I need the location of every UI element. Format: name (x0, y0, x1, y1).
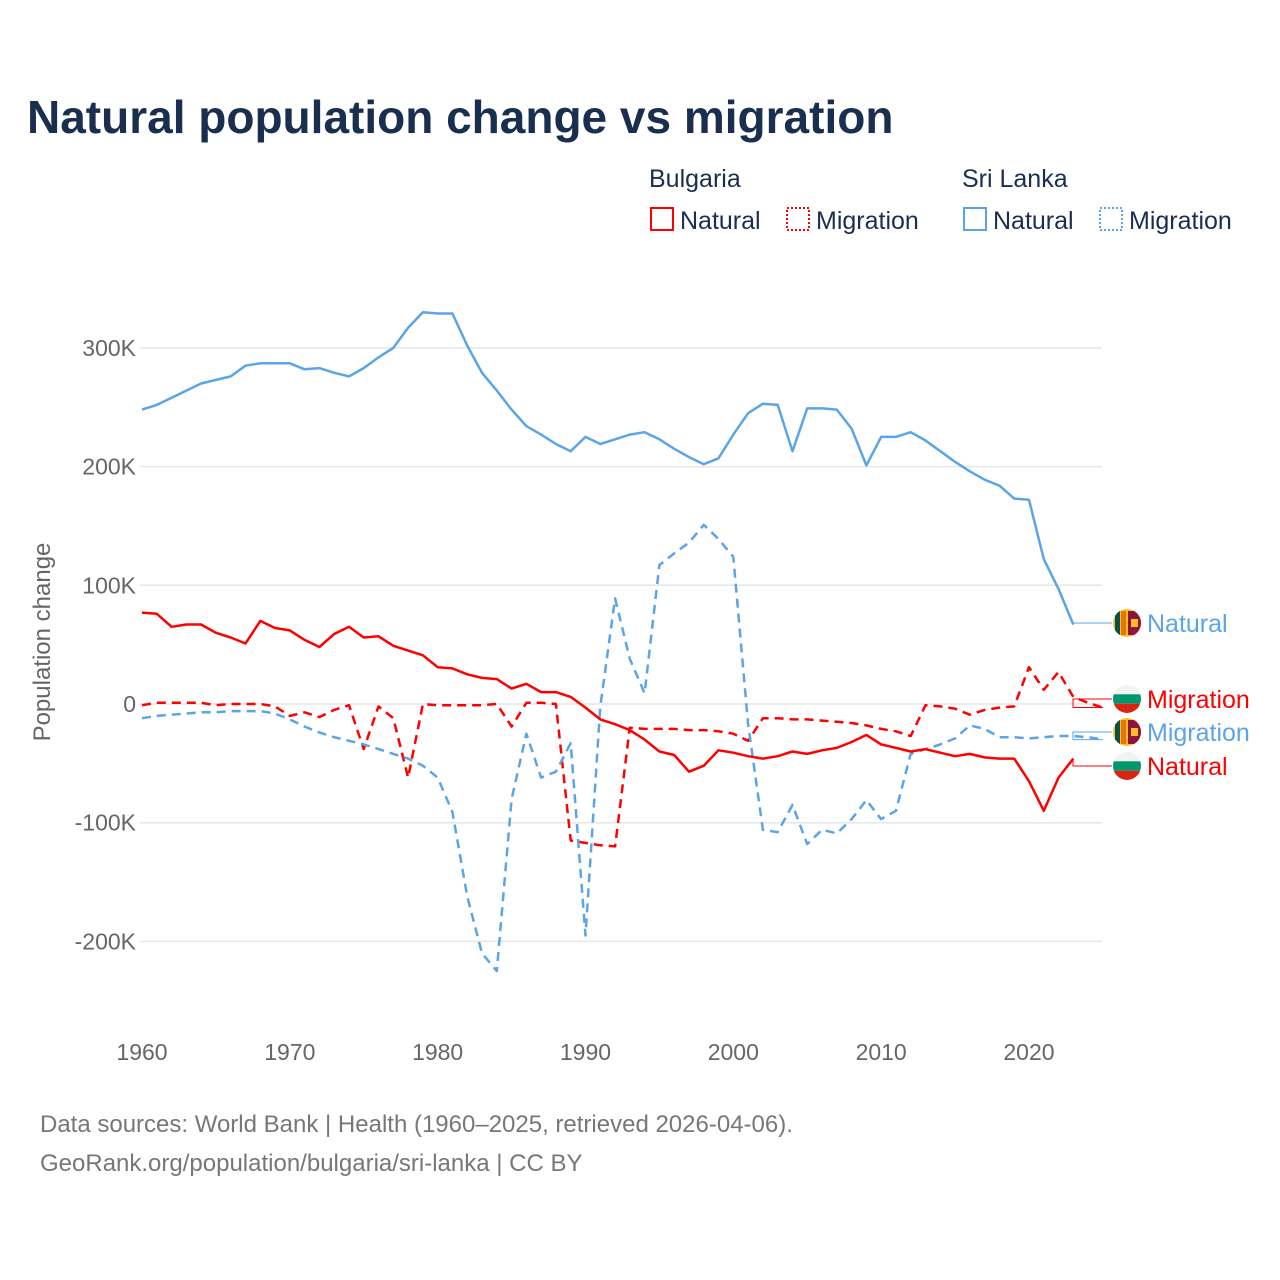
flag-stripe-green (1113, 694, 1141, 704)
sri-lanka-flag-icon (1113, 718, 1141, 746)
flag-body (1113, 752, 1141, 780)
gridlines (140, 347, 1102, 943)
x-tick-label: 1980 (412, 1039, 463, 1065)
legend-swatch-bulgaria-migration (786, 207, 810, 231)
label-connector (1072, 758, 1112, 767)
x-tick-label: 1960 (116, 1039, 167, 1065)
legend-label[interactable]: Migration (816, 207, 919, 235)
label-connector (1072, 698, 1112, 709)
y-axis: 300K 200K 100K 0 -100K -200K (75, 335, 137, 955)
label-connector (1072, 731, 1112, 741)
y-tick-label: 100K (82, 572, 136, 598)
bulgaria-flag-icon (1113, 685, 1141, 713)
legend-label[interactable]: Natural (993, 207, 1074, 235)
flag-lion (1131, 619, 1138, 627)
series-line-sri-lanka-natural (141, 311, 1075, 625)
legend-label[interactable]: Natural (680, 207, 761, 235)
end-label: Migration (1147, 719, 1250, 747)
flag-orange (1121, 611, 1126, 635)
y-tick-label: 300K (82, 335, 136, 361)
flag-stripe-red (1113, 770, 1141, 780)
source-line-2[interactable]: GeoRank.org/population/bulgaria/sri-lank… (40, 1150, 583, 1177)
x-tick-label: 1970 (264, 1039, 315, 1065)
flag-stripe-white (1113, 685, 1141, 695)
y-tick-label: 0 (123, 691, 136, 717)
x-axis: 1960 1970 1980 1990 2000 2010 2020 (116, 1039, 1054, 1065)
flag-green (1115, 720, 1120, 744)
flag-stripe-white (1113, 752, 1141, 762)
series (141, 311, 1104, 973)
chart-title: Natural population change vs migration (27, 91, 893, 143)
sri-lanka-flag-icon (1113, 609, 1141, 637)
flag-orange (1121, 720, 1126, 744)
legend-group-title: Sri Lanka (962, 165, 1068, 193)
y-tick-label: 200K (82, 454, 136, 480)
flag-body (1113, 609, 1141, 637)
x-tick-label: 1990 (560, 1039, 611, 1065)
end-label: Migration (1147, 686, 1250, 714)
y-tick-label: -200K (75, 928, 137, 954)
legend-swatch-bulgaria-natural (650, 207, 674, 231)
y-tick-label: -100K (75, 810, 137, 836)
flag-green (1115, 611, 1120, 635)
legend-swatch-srilanka-migration (1099, 207, 1123, 231)
end-labels: Natural Migration Migration Natural (1072, 609, 1250, 781)
y-axis-label: Population change (29, 543, 56, 742)
series-line-bulgaria-migration (141, 665, 1104, 848)
series-line-bulgaria-natural (141, 611, 1075, 813)
end-label: Natural (1147, 610, 1228, 638)
series-line-sri-lanka-migration (141, 523, 1104, 973)
flag-stripe-red (1113, 703, 1141, 713)
flag-body (1113, 718, 1141, 746)
end-label: Natural (1147, 753, 1228, 781)
legend-label[interactable]: Migration (1129, 207, 1232, 235)
flag-stripe-green (1113, 761, 1141, 771)
flag-lion (1131, 728, 1138, 736)
source-line-1: Data sources: World Bank | Health (1960–… (40, 1111, 793, 1138)
legend-group-title: Bulgaria (649, 165, 741, 193)
x-tick-label: 2020 (1003, 1039, 1054, 1065)
legend-swatch-srilanka-natural (963, 207, 987, 231)
label-connector (1072, 622, 1112, 625)
x-tick-label: 2010 (856, 1039, 907, 1065)
bulgaria-flag-icon (1113, 752, 1141, 780)
legend: Bulgaria Sri Lanka Natural Migration Nat… (649, 165, 1232, 235)
x-tick-label: 2000 (708, 1039, 759, 1065)
flag-body (1113, 685, 1141, 713)
